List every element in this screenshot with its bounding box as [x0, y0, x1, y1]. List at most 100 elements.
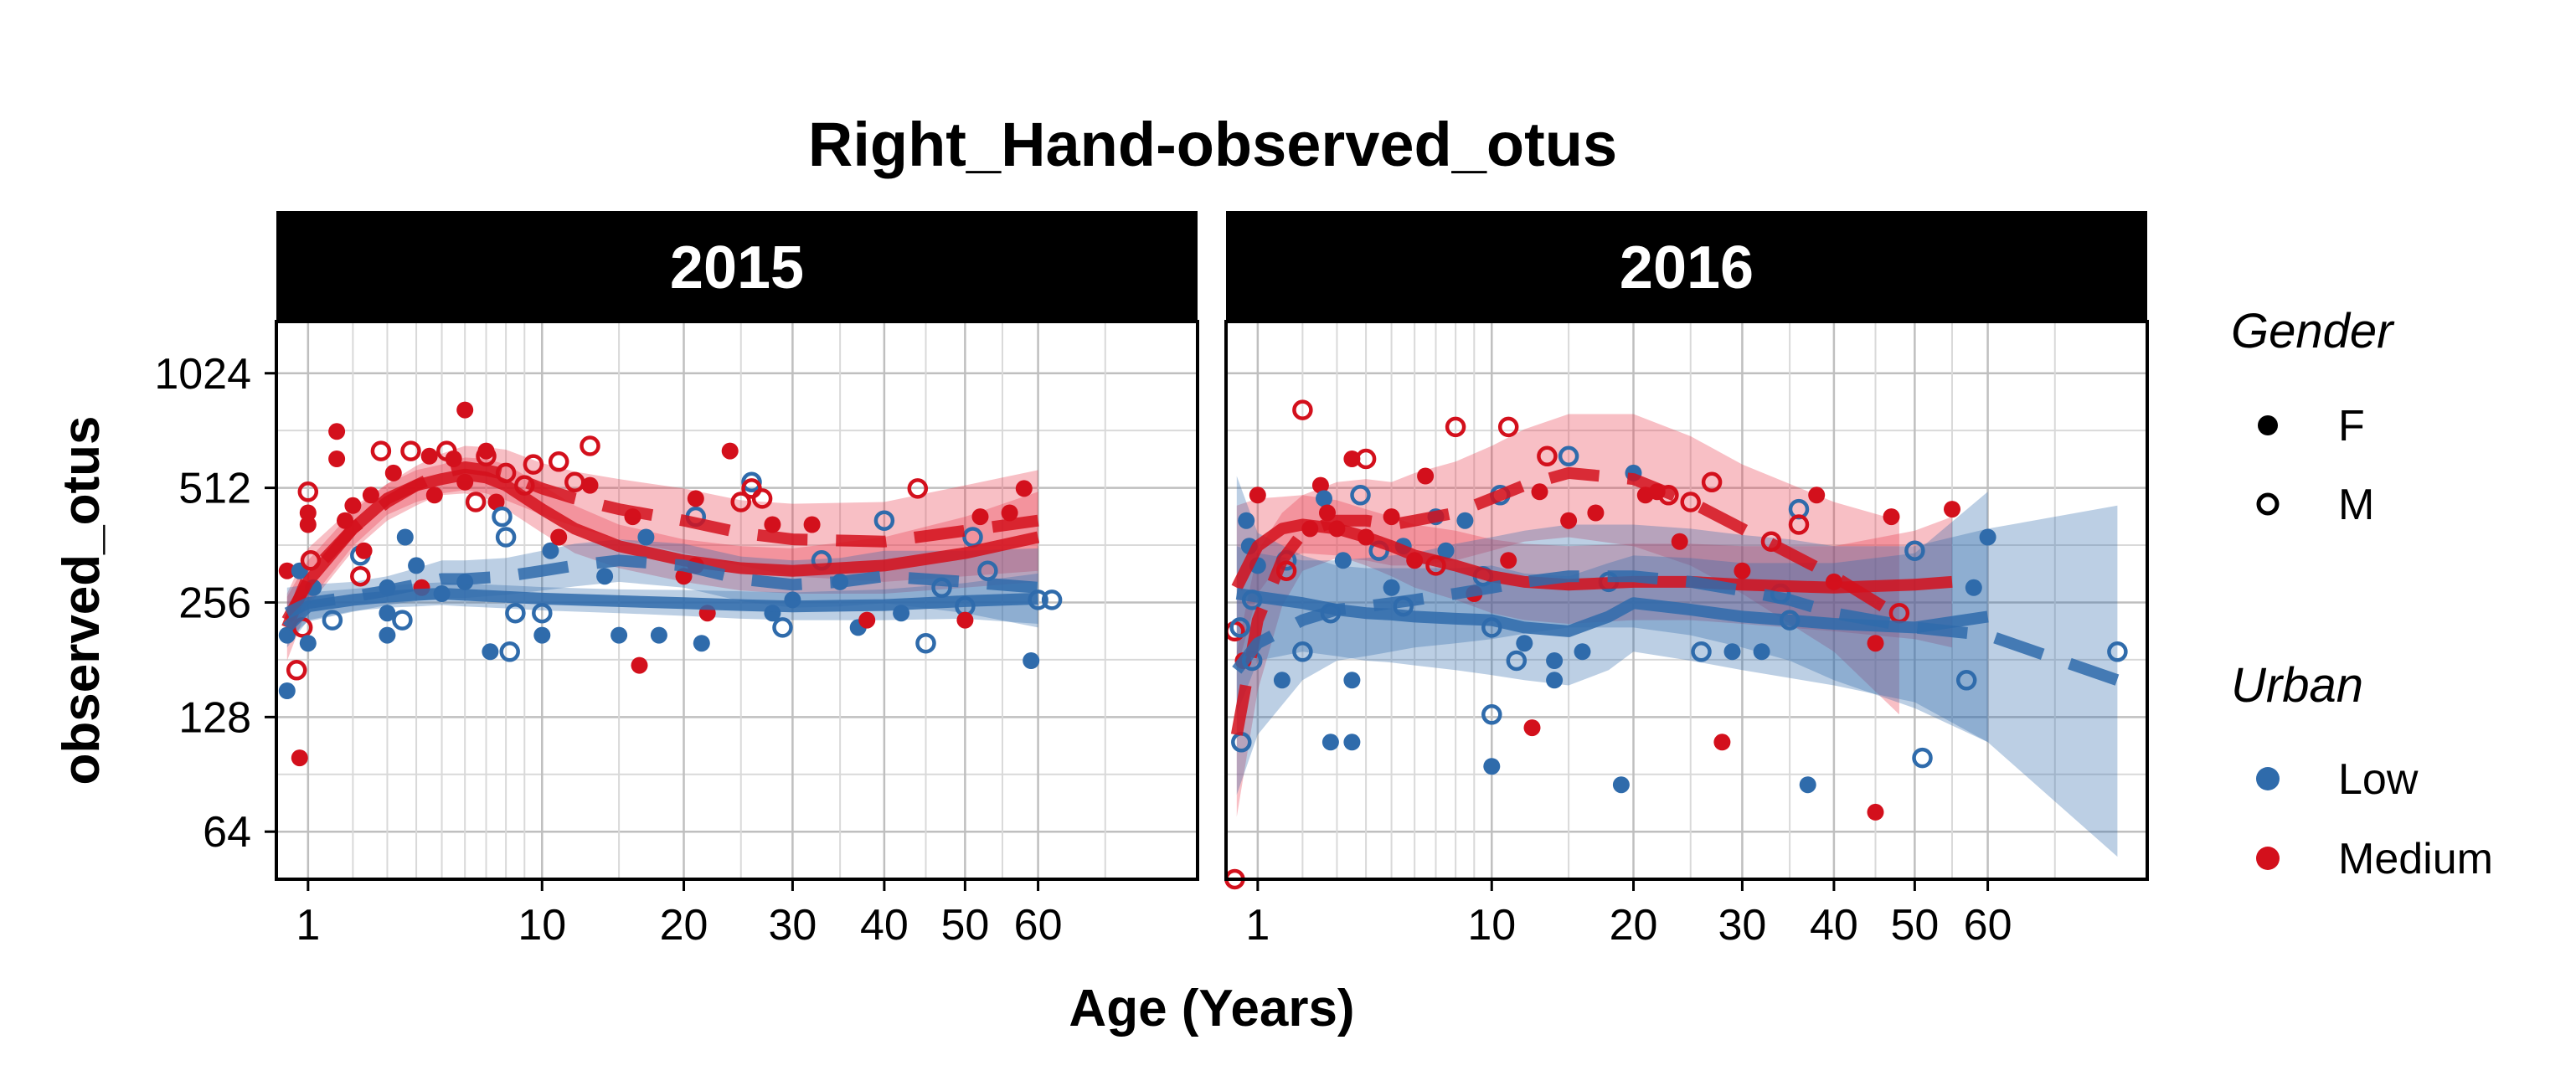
- legend-low-marker: [2256, 767, 2280, 790]
- data-point-low-f: [1343, 672, 1361, 689]
- data-point-low-f: [278, 682, 296, 699]
- data-point-medium-m: [297, 481, 319, 502]
- data-point-medium-f: [1015, 480, 1033, 497]
- data-point-medium-f: [581, 476, 599, 494]
- y-axis-title: observed_otus: [53, 415, 111, 785]
- data-point-low-f: [299, 635, 317, 652]
- data-point-medium-f: [384, 464, 402, 481]
- data-point-low-f: [408, 557, 425, 574]
- data-point-low-f: [1723, 643, 1741, 661]
- smooth-line-medium-solid: [1231, 518, 1953, 594]
- plot-frame-2015: [275, 320, 1199, 881]
- data-point-medium-m: [1292, 399, 1313, 420]
- smooth-line-low-dashed: [284, 554, 1039, 619]
- data-point-medium-f: [1531, 483, 1548, 501]
- data-point-medium-f: [1311, 476, 1329, 494]
- data-point-low-f: [596, 568, 614, 585]
- legend-m-label: M: [2338, 481, 2374, 529]
- data-point-low-m: [505, 602, 526, 624]
- data-point-low-f: [1516, 635, 1533, 652]
- data-point-low-f: [1273, 672, 1291, 689]
- data-point-low-f: [396, 528, 414, 546]
- data-point-medium-m: [730, 492, 751, 512]
- confidence-ribbon-medium: [286, 445, 1038, 661]
- x-tick-label: 10: [1467, 901, 1516, 950]
- strip-2015: [276, 211, 1198, 322]
- legend-low-label: Low: [2338, 755, 2419, 804]
- confidence-ribbon-medium: [1236, 414, 1899, 817]
- data-point-low-f: [482, 643, 499, 661]
- data-point-medium-f: [425, 487, 443, 504]
- data-point-medium-f: [344, 497, 362, 514]
- data-point-medium-m: [286, 660, 307, 681]
- chart-title: Right_Hand-observed_otus: [808, 110, 1617, 179]
- data-point-medium-f: [687, 490, 704, 507]
- data-point-low-f: [650, 626, 667, 644]
- data-point-low-f: [1546, 652, 1564, 669]
- data-point-low-f: [1238, 512, 1255, 529]
- strip-2016: [1226, 211, 2147, 322]
- data-point-medium-f: [631, 656, 648, 674]
- data-point-low-m: [1904, 540, 1925, 561]
- data-point-low-m: [1292, 641, 1313, 662]
- data-point-medium-m: [523, 454, 544, 475]
- smooth-line-low-dashed: [1232, 570, 2120, 686]
- data-point-medium-m: [1355, 448, 1377, 470]
- data-point-low-m: [322, 610, 343, 631]
- data-point-medium-f: [1249, 487, 1266, 504]
- data-point-low-m: [1558, 445, 1579, 467]
- data-point-low-m: [1350, 485, 1371, 506]
- data-point-medium-f: [355, 542, 373, 559]
- smooth-line-medium-dashed: [1230, 466, 1903, 736]
- data-point-medium-f: [550, 528, 568, 546]
- data-point-medium-f: [1383, 508, 1400, 526]
- data-point-low-f: [1753, 643, 1770, 661]
- legend-urban: Urban Low Medium: [2231, 658, 2493, 883]
- data-point-medium-f: [1560, 512, 1578, 529]
- data-point-medium-m: [1701, 471, 1723, 493]
- legend-f-label: F: [2338, 402, 2365, 450]
- data-point-low-f: [1321, 734, 1339, 751]
- legend-f-marker: [2258, 415, 2278, 435]
- data-point-low-f: [1023, 652, 1040, 669]
- data-point-low-f: [1965, 579, 1982, 596]
- data-point-low-f: [1979, 528, 1996, 546]
- legend-gender: Gender F M: [2231, 304, 2395, 529]
- data-point-low-m: [1691, 641, 1712, 662]
- data-point-medium-f: [803, 516, 821, 533]
- data-point-medium-m: [907, 478, 929, 499]
- data-point-medium-f: [487, 493, 505, 511]
- data-point-medium-f: [362, 487, 379, 504]
- data-point-medium-f: [721, 442, 739, 460]
- data-point-medium-f: [971, 508, 989, 526]
- x-tick-label: 10: [518, 901, 566, 950]
- data-point-medium-f: [1808, 487, 1826, 504]
- legend-m-marker: [2256, 492, 2280, 516]
- data-point-medium-m: [1788, 514, 1810, 535]
- data-point-medium-f: [477, 442, 495, 460]
- data-point-medium-m: [580, 435, 600, 456]
- data-point-low-m: [532, 602, 553, 624]
- data-point-medium-f: [420, 447, 438, 465]
- data-point-medium-f: [456, 401, 474, 419]
- y-axis: 64 128 256 512 1024: [154, 350, 276, 857]
- x-axis-title: Age (Years): [1069, 980, 1354, 1037]
- data-point-low-f: [533, 626, 551, 644]
- data-point-low-f: [1483, 758, 1501, 775]
- data-point-medium-m: [370, 440, 392, 461]
- legend-medium-marker: [2256, 847, 2280, 870]
- x-tick-label: 20: [660, 901, 708, 950]
- data-point-medium-f: [1867, 635, 1884, 652]
- data-point-low-f: [693, 635, 710, 652]
- data-point-medium-m: [465, 492, 487, 512]
- y-tick-label: 128: [178, 693, 251, 742]
- legend-urban-title: Urban: [2231, 658, 2363, 713]
- data-point-low-f: [1437, 542, 1455, 559]
- data-point-medium-m: [1680, 492, 1701, 512]
- x-tick-label: 60: [1964, 901, 2012, 950]
- panel-2016: 2016 1 10 20 30 40 50 60: [1224, 211, 2149, 950]
- data-point-low-f: [1316, 490, 1332, 507]
- data-point-medium-f: [1671, 533, 1688, 550]
- data-point-medium-f: [956, 611, 974, 629]
